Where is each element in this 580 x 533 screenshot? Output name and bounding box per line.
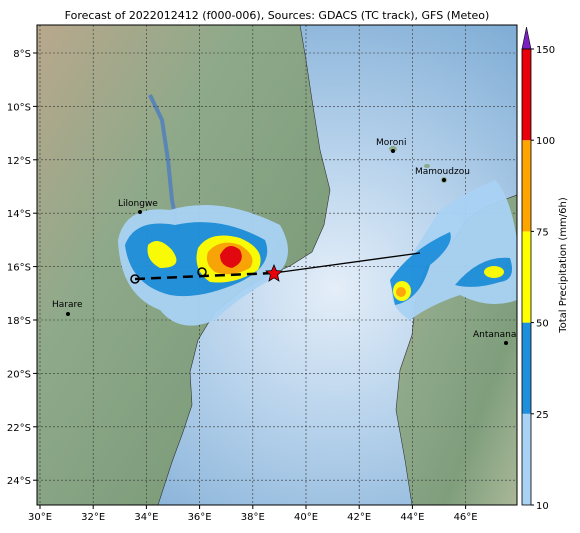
grid — [37, 25, 517, 505]
colorbar: 10 25 50 75 100 150 — [521, 26, 555, 512]
city-dot — [391, 149, 395, 153]
city-label: Mamoudzou — [415, 167, 470, 177]
precipitation — [118, 180, 517, 326]
colorbar-extend — [521, 26, 532, 50]
lon-label: 42°E — [347, 512, 371, 523]
lon-label: 36°E — [188, 512, 212, 523]
lat-label: 8°S — [13, 49, 31, 60]
colorbar-label: Total Precipitation (mm/6h) — [558, 197, 569, 334]
colorbar-tick-label: 50 — [536, 319, 549, 330]
city-dot — [138, 210, 142, 214]
cities: Lilongwe Harare Moroni Mamoudzou Antananariv… — [52, 138, 534, 345]
lon-label: 30°E — [28, 512, 52, 523]
track — [130, 252, 421, 284]
city-label: Moroni — [376, 138, 407, 148]
lat-label: 24°S — [7, 476, 31, 487]
colorbar-segment — [522, 49, 531, 141]
colorbar-tick-label: 10 — [536, 501, 549, 512]
colorbar-segment — [522, 413, 531, 505]
colorbar-frame — [521, 48, 532, 506]
island — [424, 164, 430, 168]
colorbar-tick-label: 150 — [536, 45, 555, 56]
lon-label: 46°E — [454, 512, 478, 523]
city-label: Harare — [52, 300, 83, 310]
colorbar-segment — [522, 322, 531, 414]
colorbar-segment — [522, 140, 531, 232]
city-label: Antananarivo — [473, 330, 534, 340]
lon-label: 32°E — [81, 512, 105, 523]
lat-label: 16°S — [7, 263, 31, 274]
city-dot — [504, 341, 508, 345]
lon-label: 44°E — [400, 512, 424, 523]
colorbar-segment — [522, 231, 531, 323]
lat-label: 18°S — [7, 316, 31, 327]
city-dot — [66, 312, 70, 316]
lon-label: 38°E — [241, 512, 265, 523]
lat-label: 22°S — [7, 423, 31, 434]
lat-label: 10°S — [7, 102, 31, 113]
lat-label: 20°S — [7, 369, 31, 380]
colorbar-tick-label: 75 — [536, 227, 549, 238]
colorbar-tick-label: 100 — [536, 136, 555, 147]
city-label: Lilongwe — [118, 199, 158, 209]
city-dot — [442, 178, 446, 182]
colorbar-tick-label: 25 — [536, 410, 549, 421]
lon-label: 34°E — [134, 512, 158, 523]
axes: 30°E 32°E 34°E 36°E 38°E 40°E 42°E 44°E 46°E 8°S 1… — [7, 49, 478, 523]
map-frame — [36, 24, 518, 506]
lat-label: 12°S — [7, 156, 31, 167]
title: Forecast of 2022012412 (f000-006), Sourc… — [65, 9, 490, 22]
lat-label: 14°S — [7, 209, 31, 220]
map: Lilongwe Harare Moroni Mamoudzou Antananariv… — [37, 25, 534, 505]
lon-label: 40°E — [294, 512, 318, 523]
